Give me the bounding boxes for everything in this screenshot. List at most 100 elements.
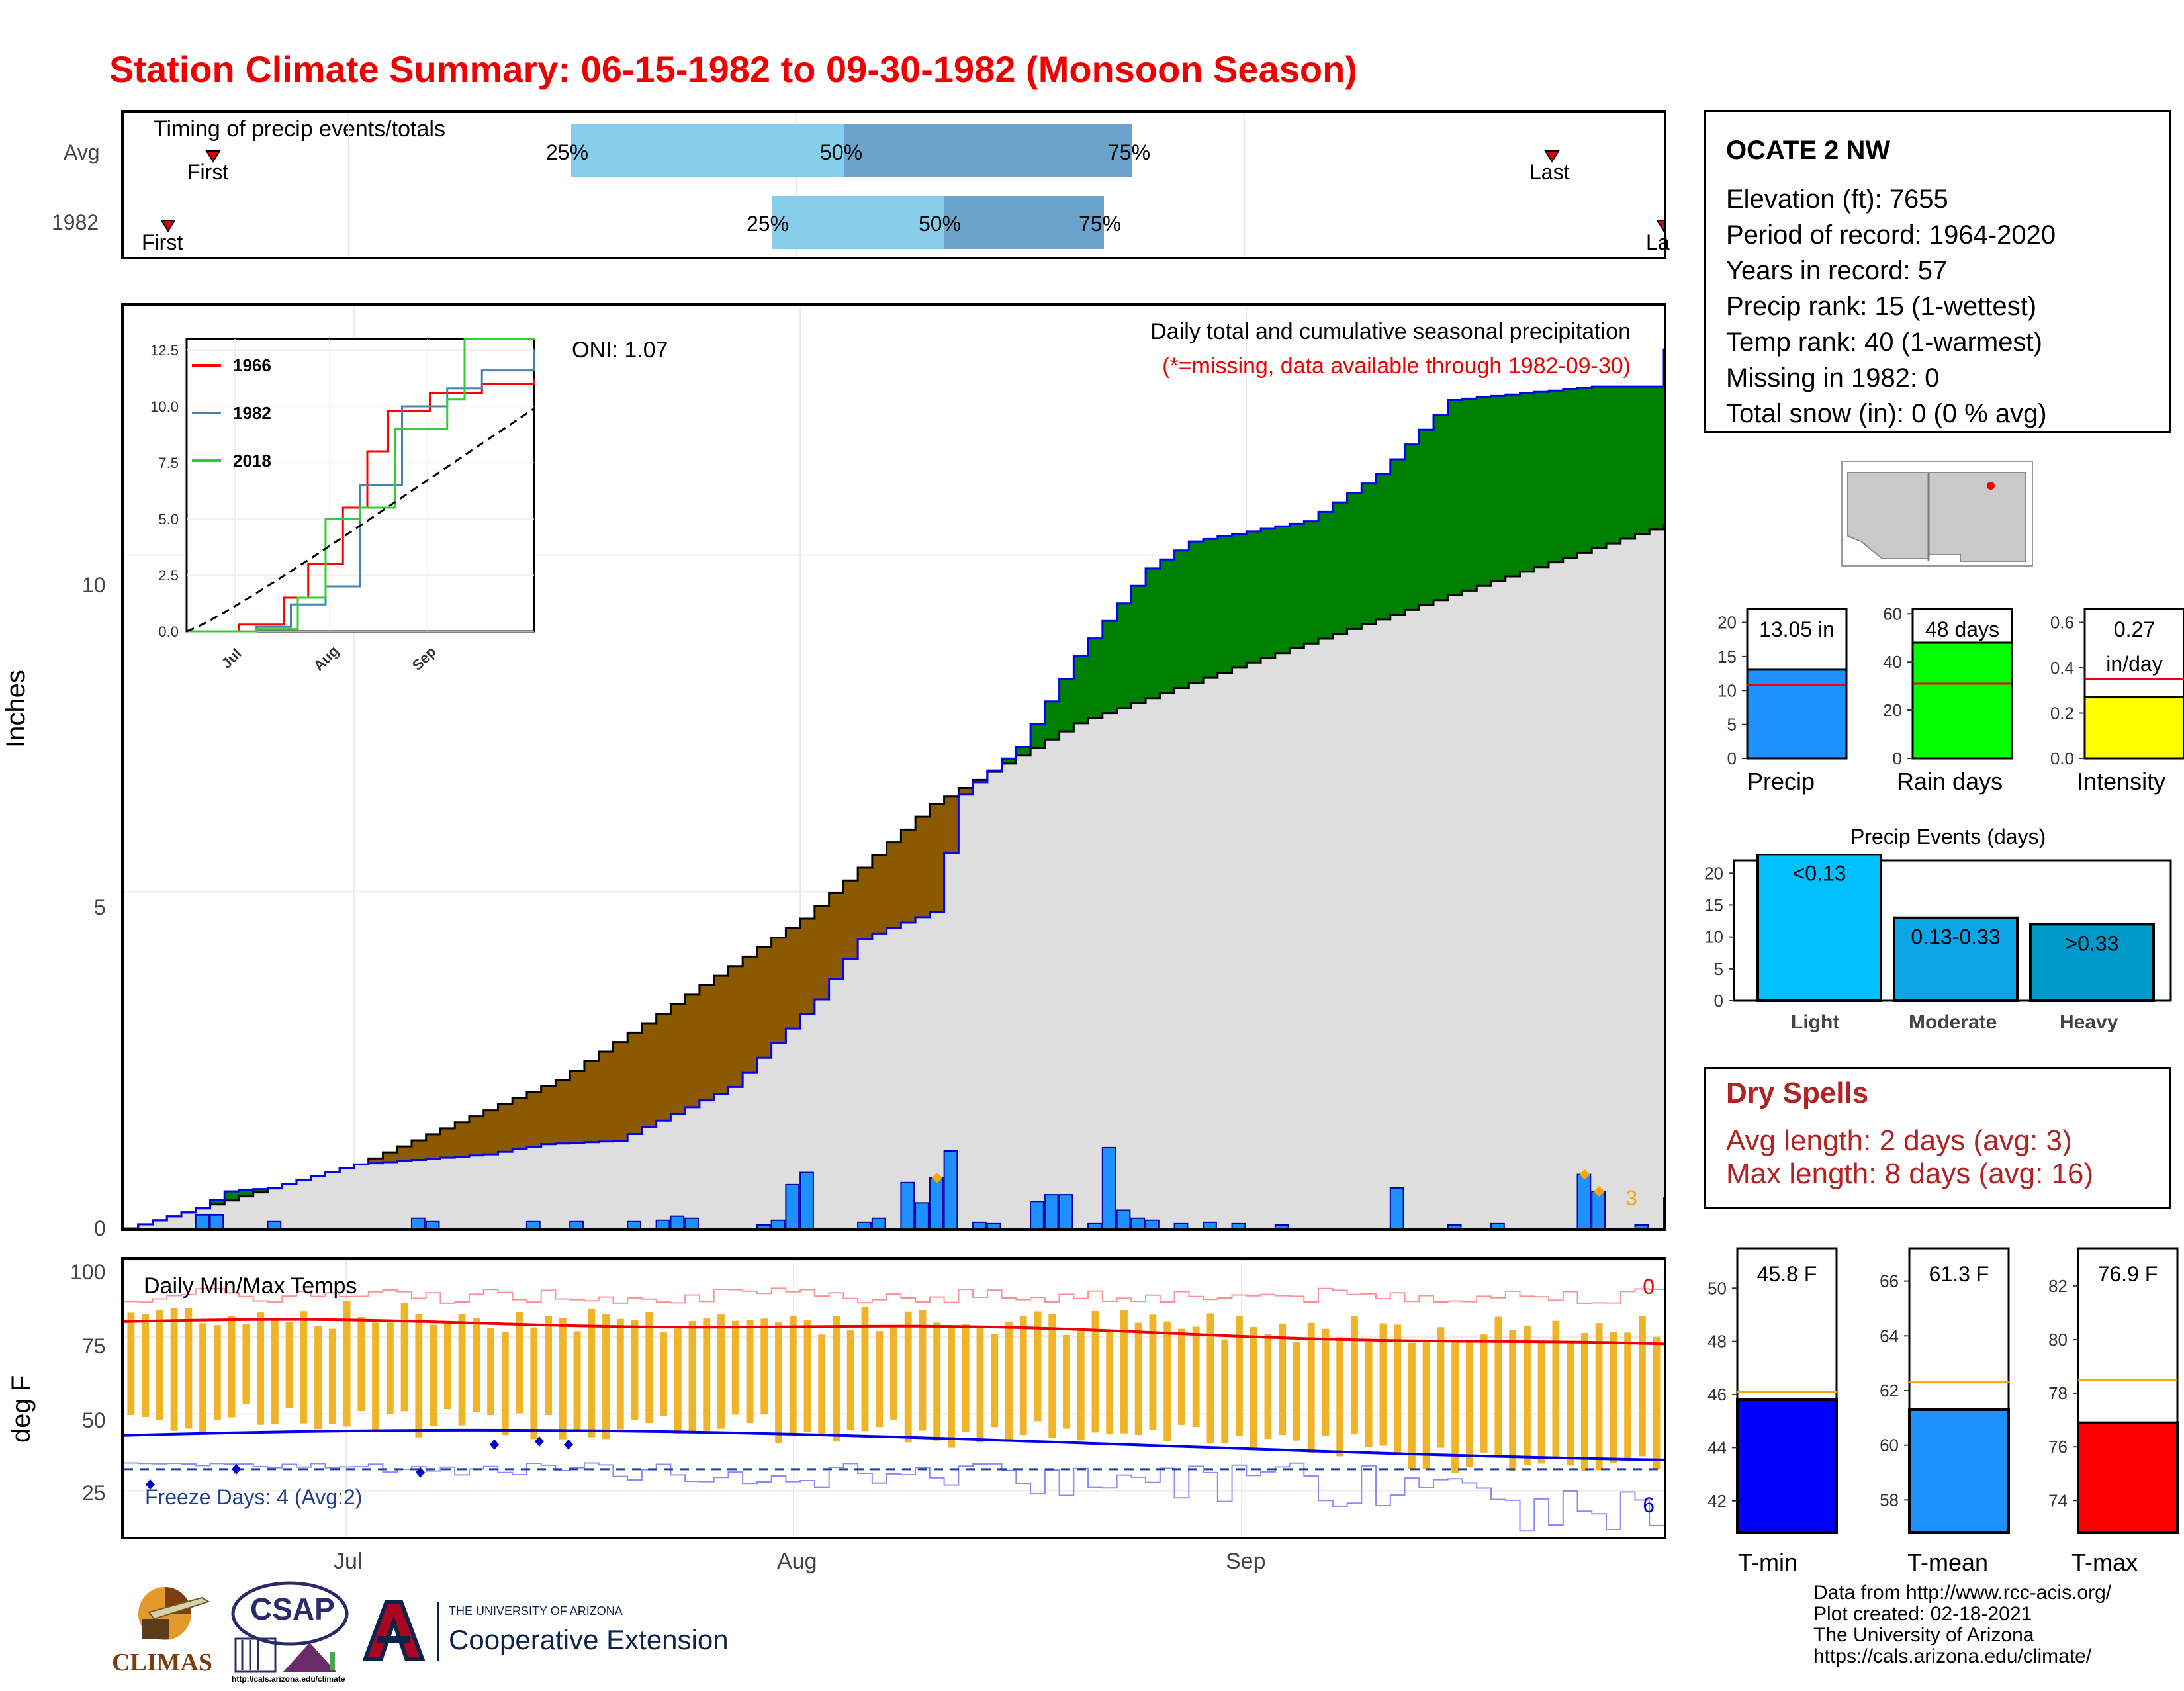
timing-avg-25-50	[571, 124, 844, 177]
station-line-1: Elevation (ft): 7655	[1726, 185, 1948, 214]
daily-temp-bar	[790, 1316, 797, 1434]
tempbar-name-tmin: T-min	[1738, 1549, 1797, 1577]
daily-temp-bar	[1596, 1323, 1603, 1470]
anomaly-band	[1146, 569, 1160, 698]
daily-temp-bar	[631, 1320, 639, 1420]
daily-precip-bar	[267, 1222, 281, 1228]
daily-temp-bar	[1480, 1334, 1488, 1453]
daily-temp-bar	[1494, 1317, 1502, 1457]
summary-ytick: 5	[1727, 715, 1737, 735]
daily-precip-bar	[915, 1203, 929, 1228]
daily-temp-bar	[415, 1314, 422, 1438]
anomaly-band	[815, 906, 829, 999]
daily-temp-bar	[185, 1308, 192, 1428]
anomaly-band	[1073, 656, 1088, 723]
daily-precip-bar	[1060, 1195, 1073, 1228]
temp-ylabel: deg F	[7, 1375, 36, 1443]
daily-precip-bar	[1146, 1220, 1159, 1228]
daily-precip-bar	[670, 1216, 684, 1228]
daily-temp-bar	[1437, 1327, 1444, 1447]
anomaly-band	[786, 928, 800, 1028]
daily-temp-bar	[1163, 1322, 1171, 1441]
anomaly-band	[1261, 529, 1275, 658]
daily-temp-bar	[660, 1332, 667, 1416]
station-line-2: Period of record: 1964-2020	[1726, 220, 2056, 250]
anomaly-band	[1606, 387, 1621, 543]
daily-precip-bar	[1275, 1225, 1289, 1228]
station-name: OCATE 2 NW	[1726, 136, 1890, 165]
tempbar-ytick: 46	[1707, 1385, 1727, 1404]
tempbar-ytick: 82	[2048, 1276, 2068, 1296]
daily-precip-bar	[210, 1215, 223, 1228]
daily-temp-bar	[1509, 1330, 1516, 1471]
summary-value-label: 48 days	[1925, 617, 1999, 641]
daily-temp-bar	[1178, 1329, 1185, 1425]
daily-temp-bar	[919, 1310, 927, 1431]
daily-temp-bar	[574, 1331, 581, 1430]
inset-legend-label: 1982	[233, 403, 271, 423]
csap-logo: CSAP http://cals.arizona.edu/climate	[230, 1579, 349, 1688]
daily-precip-bar	[527, 1222, 540, 1228]
daily-temp-bar	[1293, 1342, 1300, 1440]
dry-spells-max: Max length: 8 days (avg: 16)	[1726, 1158, 2093, 1191]
dry-spells-title: Dry Spells	[1726, 1077, 1868, 1110]
tempbar-ytick: 62	[1880, 1381, 1899, 1400]
events-name-heavy: Heavy	[2060, 1011, 2118, 1034]
anomaly-band	[1347, 493, 1362, 629]
anomaly-band	[757, 947, 772, 1058]
anomaly-band	[1175, 551, 1189, 688]
inset-ytick: 0.0	[158, 623, 179, 640]
freeze-label: Freeze Days: 4 (Avg:2)	[145, 1485, 362, 1510]
anomaly-band	[599, 1052, 614, 1142]
anomaly-band	[484, 1111, 498, 1155]
tempbar-ytick: 76	[2048, 1437, 2068, 1457]
daily-temp-bar	[1020, 1316, 1027, 1435]
anomaly-band	[1491, 396, 1506, 581]
anomaly-band	[657, 1014, 671, 1121]
daily-precip-bar	[901, 1183, 914, 1228]
anomaly-band	[1318, 512, 1333, 639]
anomaly-band	[1433, 415, 1448, 600]
timing-1982-25-50	[772, 196, 944, 249]
anomaly-band	[1246, 531, 1261, 663]
daily-temp-bar	[833, 1316, 840, 1441]
1982-first-label: First	[142, 230, 183, 255]
avg-pct-50: 50%	[820, 140, 862, 165]
anomaly-band	[1218, 537, 1232, 673]
anomaly-band	[555, 1080, 570, 1144]
summary-ytick: 10	[1717, 680, 1737, 700]
1982-last-marker	[1657, 220, 1664, 231]
daily-temp-bar	[1394, 1324, 1401, 1453]
daily-temp-bar	[1423, 1342, 1430, 1469]
anomaly-band	[224, 1191, 239, 1201]
station-line-5: Temp rank: 40 (1-warmest)	[1726, 328, 2042, 357]
ua-logo: THE UNIVERSITY OF ARIZONA Cooperative Ex…	[357, 1595, 754, 1668]
locator-map	[1841, 461, 2033, 567]
daily-temp-bar	[977, 1326, 984, 1443]
daily-temp-bar	[905, 1312, 912, 1443]
footer-line-1: Data from http://www.rcc-acis.org/	[1813, 1582, 2111, 1604]
anomaly-band	[944, 796, 959, 853]
daily-temp-bar	[1308, 1323, 1315, 1453]
daily-temp-bar	[1193, 1327, 1200, 1428]
daily-temp-bar	[1408, 1343, 1416, 1469]
anomaly-band	[512, 1098, 527, 1149]
daily-temp-bar	[1077, 1331, 1085, 1441]
daily-temp-bar	[760, 1318, 768, 1414]
anomaly-band	[887, 843, 901, 929]
tempbar-T-min	[1737, 1400, 1837, 1533]
daily-temp-bar	[991, 1334, 998, 1427]
1982-pct-25: 25%	[747, 212, 789, 236]
events-ytick: 15	[1704, 895, 1723, 915]
daily-temp-bar	[444, 1324, 451, 1410]
anomaly-band	[872, 855, 887, 933]
anomaly-band	[584, 1061, 599, 1142]
summary-ytick: 15	[1717, 647, 1737, 666]
tempbar-T-mean	[1909, 1410, 2009, 1533]
inset-xtick: Sep	[409, 643, 439, 674]
anomaly-band	[383, 1152, 397, 1162]
anomaly-band	[1030, 724, 1045, 747]
anomaly-band	[469, 1117, 484, 1156]
